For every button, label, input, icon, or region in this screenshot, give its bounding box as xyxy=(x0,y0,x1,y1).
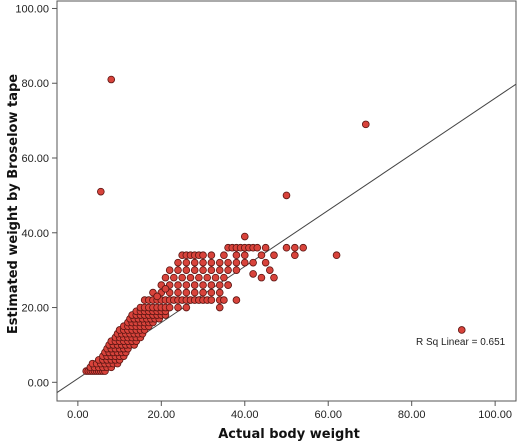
data-point xyxy=(174,303,182,312)
data-point xyxy=(261,258,270,267)
data-point xyxy=(207,281,216,289)
data-point xyxy=(153,292,161,301)
data-point xyxy=(240,258,249,267)
data-point xyxy=(220,296,228,304)
data-point xyxy=(224,266,232,274)
data-point xyxy=(182,258,191,267)
data-point xyxy=(190,258,199,267)
data-points xyxy=(82,75,466,375)
data-point xyxy=(195,273,203,282)
data-point xyxy=(178,273,186,282)
data-point xyxy=(282,243,291,252)
data-point xyxy=(232,296,241,304)
data-point xyxy=(190,288,199,297)
data-point xyxy=(161,285,170,293)
data-point xyxy=(199,251,207,260)
data-point xyxy=(174,288,182,297)
y-tick-label: 0.00 xyxy=(28,377,49,389)
data-point xyxy=(207,296,216,304)
x-tick-label: 100.00 xyxy=(478,409,512,421)
data-point xyxy=(261,243,270,252)
data-point xyxy=(211,273,220,282)
data-point xyxy=(207,288,216,297)
x-axis-ticks: 0.00 20.00 40.00 60.00 80.00 100.00 xyxy=(67,401,512,421)
data-point xyxy=(249,258,257,267)
data-point xyxy=(207,258,216,267)
data-point xyxy=(249,270,257,278)
data-point xyxy=(220,273,228,282)
data-point xyxy=(215,288,224,297)
data-point xyxy=(232,266,241,274)
data-point xyxy=(253,243,262,252)
data-point xyxy=(270,251,278,260)
data-point xyxy=(182,281,191,289)
data-point xyxy=(240,232,249,241)
data-point xyxy=(257,251,266,260)
data-point xyxy=(203,273,212,282)
data-point xyxy=(257,273,266,282)
x-tick-label: 80.00 xyxy=(398,409,426,421)
data-point xyxy=(190,266,199,274)
data-point xyxy=(182,303,191,312)
y-tick-label: 80.00 xyxy=(21,78,49,90)
data-point xyxy=(220,251,228,260)
y-tick-label: 100.00 xyxy=(15,3,49,15)
y-axis-title: Estimated weight by Broselow tape xyxy=(6,74,21,334)
data-point xyxy=(165,266,174,274)
data-point xyxy=(224,258,232,267)
data-point xyxy=(186,273,195,282)
data-point xyxy=(165,303,174,312)
data-point xyxy=(174,258,182,267)
x-tick-label: 0.00 xyxy=(67,409,88,421)
data-point xyxy=(266,266,274,274)
x-tick-label: 60.00 xyxy=(314,409,342,421)
data-point xyxy=(215,266,224,274)
data-point xyxy=(207,251,216,260)
data-point xyxy=(291,251,299,260)
data-point xyxy=(182,266,191,274)
y-tick-label: 60.00 xyxy=(21,153,49,165)
data-point xyxy=(182,288,191,297)
data-point xyxy=(207,266,216,274)
data-point xyxy=(270,273,278,282)
x-tick-label: 40.00 xyxy=(231,409,259,421)
data-point xyxy=(215,281,224,289)
data-point xyxy=(240,251,249,260)
data-point xyxy=(215,303,224,312)
data-point xyxy=(174,266,182,274)
data-point xyxy=(97,187,105,196)
data-point xyxy=(170,273,178,282)
data-point xyxy=(457,326,466,334)
data-point xyxy=(282,191,291,200)
data-point xyxy=(215,258,224,267)
y-tick-label: 40.00 xyxy=(21,228,49,240)
data-point xyxy=(190,281,199,289)
x-tick-label: 20.00 xyxy=(148,409,176,421)
data-point xyxy=(199,281,207,289)
y-axis-ticks: 0.00 20.00 40.00 60.00 80.00 100.00 xyxy=(15,3,57,389)
data-point xyxy=(291,243,299,252)
data-point xyxy=(299,243,307,252)
data-point xyxy=(199,288,207,297)
data-point xyxy=(232,258,241,267)
data-point xyxy=(161,273,170,282)
data-point xyxy=(174,281,182,289)
data-point xyxy=(199,258,207,267)
y-tick-label: 20.00 xyxy=(21,303,49,315)
data-point xyxy=(107,75,116,84)
data-point xyxy=(361,120,370,129)
data-point xyxy=(332,251,341,260)
x-axis-title: Actual body weight xyxy=(218,427,360,442)
data-point xyxy=(224,281,232,289)
data-point xyxy=(199,266,207,274)
data-point xyxy=(232,251,241,260)
r-squared-annotation: R Sq Linear = 0.651 xyxy=(416,337,506,348)
